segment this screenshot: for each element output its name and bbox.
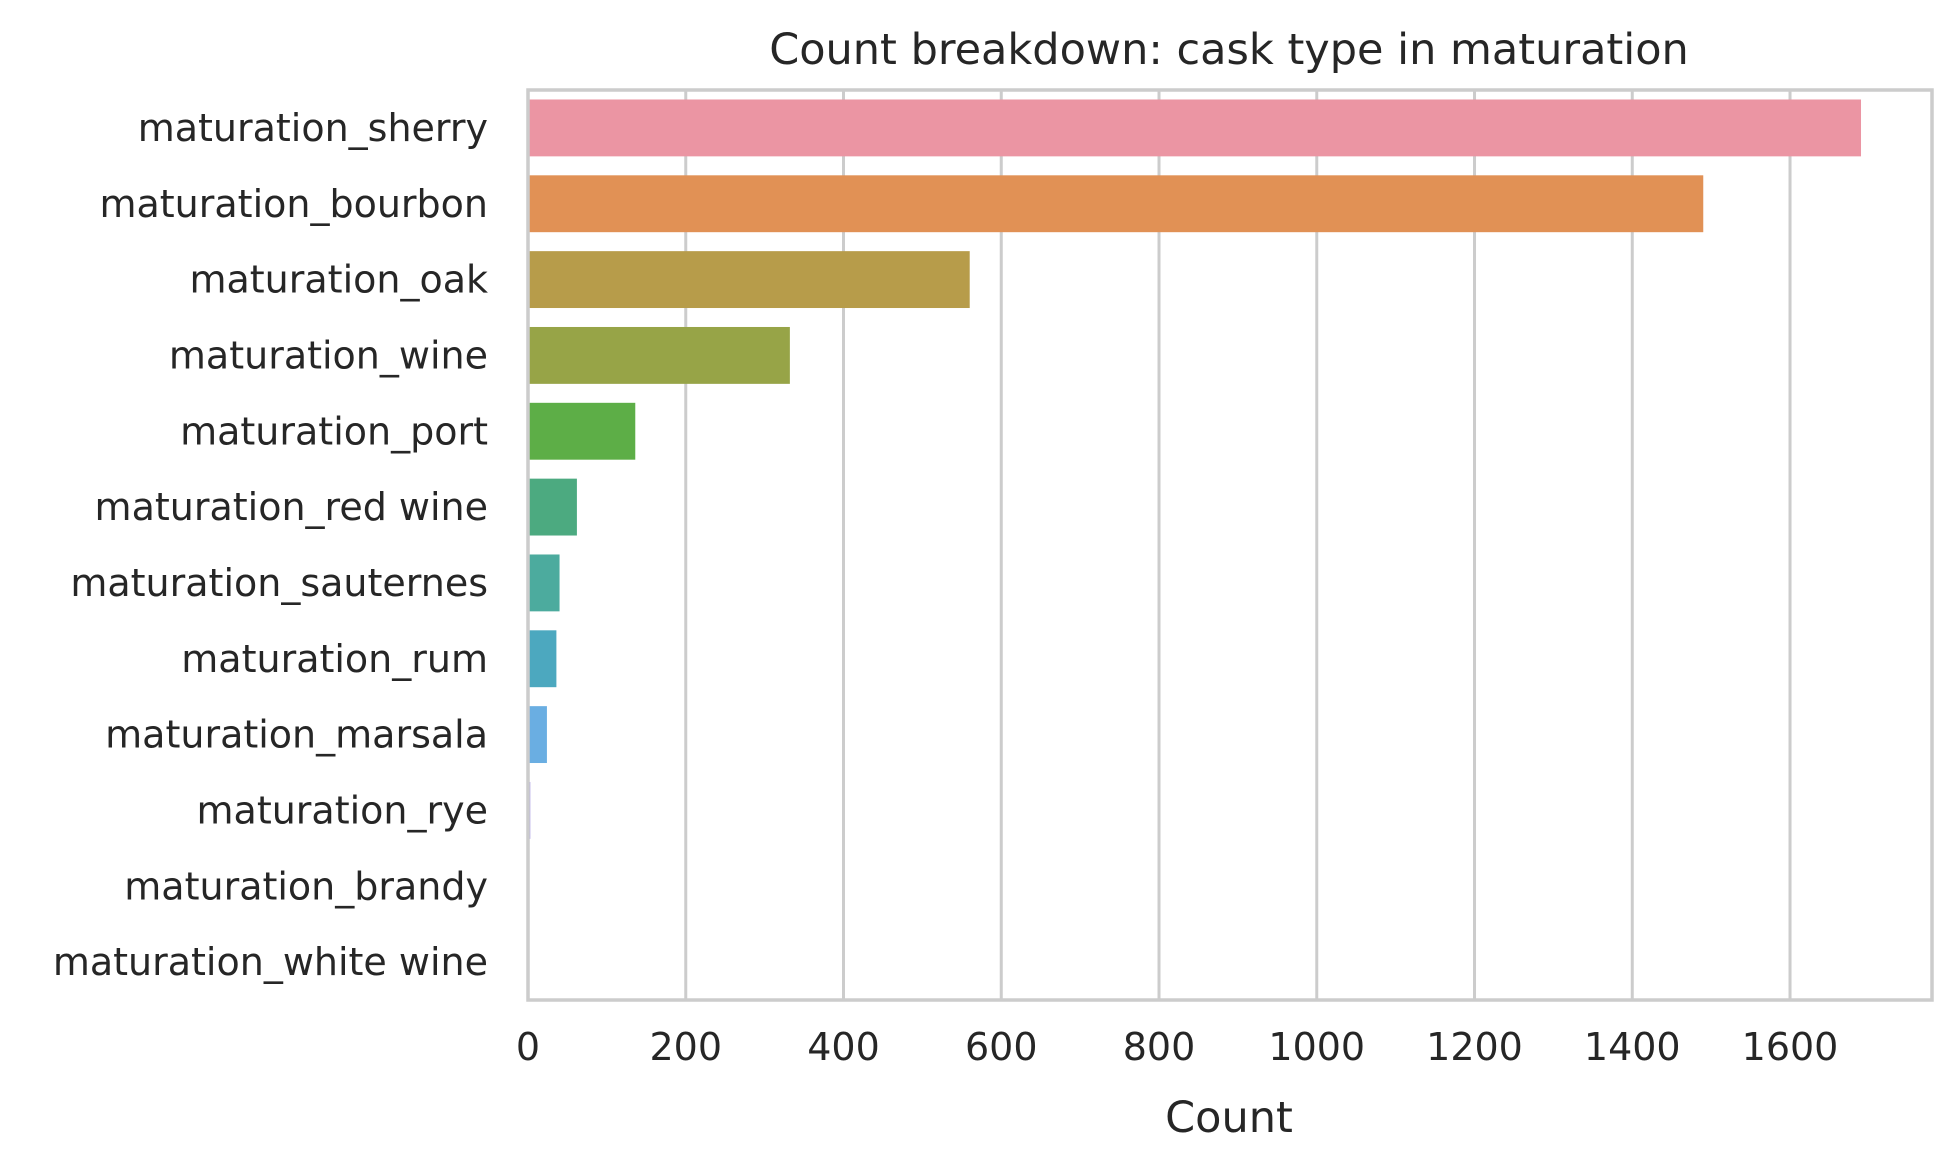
bar <box>528 706 547 764</box>
bars <box>528 99 1862 839</box>
x-tick-label: 1200 <box>1426 1025 1523 1069</box>
x-tick-labels: 0 200 400 600 800 1000 1200 1400 1600 <box>516 1025 1838 1069</box>
x-tick-label: 400 <box>807 1025 880 1069</box>
y-tick-label: maturation_marsala <box>105 713 488 757</box>
plot-frame <box>526 88 1934 1002</box>
x-tick-label: 1400 <box>1584 1025 1681 1069</box>
bar <box>528 251 970 309</box>
x-tick-label: 0 <box>516 1025 540 1069</box>
x-tick-label: 600 <box>965 1025 1038 1069</box>
y-tick-label: maturation_rum <box>181 637 488 681</box>
y-tick-label: maturation_wine <box>169 333 488 377</box>
bar <box>528 326 790 384</box>
x-tick-label: 200 <box>649 1025 722 1069</box>
x-axis-label: Count <box>1165 1093 1293 1143</box>
x-tick-label: 1600 <box>1742 1025 1839 1069</box>
x-tick-label: 1000 <box>1268 1025 1365 1069</box>
y-tick-label: maturation_brandy <box>124 864 488 908</box>
y-tick-label: maturation_port <box>180 409 488 453</box>
y-tick-labels: maturation_sherry maturation_bourbonmatur… <box>53 106 488 984</box>
y-tick-label: maturation_sherry <box>138 106 488 150</box>
chart-title: Count breakdown: cask type in maturation <box>769 25 1689 75</box>
y-tick-label: maturation_oak <box>189 258 488 302</box>
bar <box>528 402 636 460</box>
grid-lines <box>526 90 1792 1000</box>
bar <box>528 478 577 536</box>
y-tick-label: maturation_white wine <box>53 940 488 984</box>
bar <box>528 99 1862 157</box>
bar <box>528 630 557 688</box>
bar <box>528 554 560 612</box>
y-tick-label: maturation_rye <box>197 788 488 832</box>
y-tick-label: maturation_sauternes <box>70 561 488 605</box>
y-tick-label: maturation_bourbon <box>99 182 488 226</box>
x-tick-label: 800 <box>1123 1025 1196 1069</box>
y-tick-label: maturation_red wine <box>95 485 488 529</box>
bar <box>528 175 1704 233</box>
